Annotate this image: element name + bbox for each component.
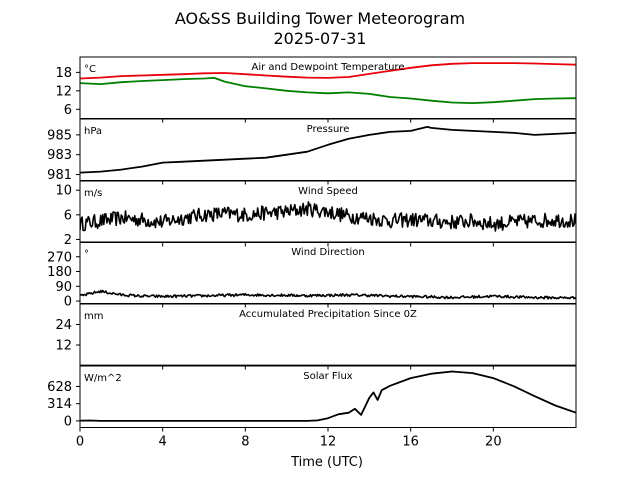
x-tick-label: 20 — [485, 435, 502, 450]
panel-2: 981 983 985 Pressure hPa — [47, 118, 577, 185]
panel-title: Pressure — [307, 124, 350, 135]
y-tick-label: 270 — [47, 250, 72, 265]
y-tick-label: 24 — [55, 318, 72, 333]
panel-title: Wind Direction — [291, 247, 365, 258]
y-tick-label: 12 — [55, 84, 72, 99]
y-tick-label: 983 — [47, 148, 72, 163]
panel-3: 2 6 10 Wind Speed m/s — [55, 180, 577, 248]
y-tick-label: 10 — [55, 184, 72, 199]
panel-title: Air and Dewpoint Temperature — [252, 62, 405, 73]
series-line-4-1 — [80, 289, 576, 300]
panel-title: Solar Flux — [303, 371, 353, 382]
y-tick-label: 628 — [47, 380, 72, 395]
y-tick-label: 90 — [55, 280, 72, 295]
series-line-6-1 — [80, 370, 576, 422]
x-tick-label: 8 — [241, 435, 249, 450]
y-tick-label: 0 — [64, 414, 72, 429]
y-tick-label: 6 — [64, 208, 72, 223]
panel-1: 6 12 18 Air and Dewpoint Temperature °C — [55, 56, 577, 123]
panel-unit-label: W/m^2 — [84, 373, 122, 384]
panel-title: Accumulated Precipitation Since 0Z — [239, 309, 417, 320]
panel-unit-label: m/s — [84, 188, 102, 199]
x-tick-label: 12 — [320, 435, 337, 450]
y-tick-label: 2 — [64, 233, 72, 248]
panel-unit-label: hPa — [84, 126, 102, 137]
chart-title-line2: 2025-07-31 — [274, 29, 367, 48]
x-axis-label: Time (UTC) — [290, 455, 363, 470]
y-tick-label: 314 — [47, 397, 72, 412]
series-line-1-1 — [80, 62, 576, 80]
y-tick-label: 0 — [64, 295, 72, 310]
y-tick-label: 985 — [47, 128, 72, 143]
series-line-2-1 — [80, 126, 576, 174]
x-tick-label: 16 — [402, 435, 419, 450]
x-axis: 0 4 8 12 16 20 — [76, 435, 502, 450]
panel-unit-label: ° — [84, 249, 89, 260]
x-tick-label: 4 — [159, 435, 167, 450]
y-tick-label: 12 — [55, 339, 72, 354]
y-tick-label: 6 — [64, 103, 72, 118]
panel-unit-label: mm — [84, 311, 103, 322]
series-line-1-2 — [80, 77, 576, 104]
x-tick-label: 0 — [76, 435, 84, 450]
chart-title-line1: AO&SS Building Tower Meteorogram — [175, 9, 465, 28]
y-tick-label: 18 — [55, 66, 72, 81]
panel-6: 0 314 628 Solar Flux W/m^2 — [47, 365, 577, 432]
y-tick-label: 981 — [47, 168, 72, 183]
panel-title: Wind Speed — [298, 186, 358, 197]
series-line-3-1 — [80, 201, 576, 232]
panel-unit-label: °C — [84, 64, 96, 75]
panel-5: 12 24 Accumulated Precipitation Since 0Z mm — [55, 303, 577, 370]
y-tick-label: 180 — [47, 265, 72, 280]
